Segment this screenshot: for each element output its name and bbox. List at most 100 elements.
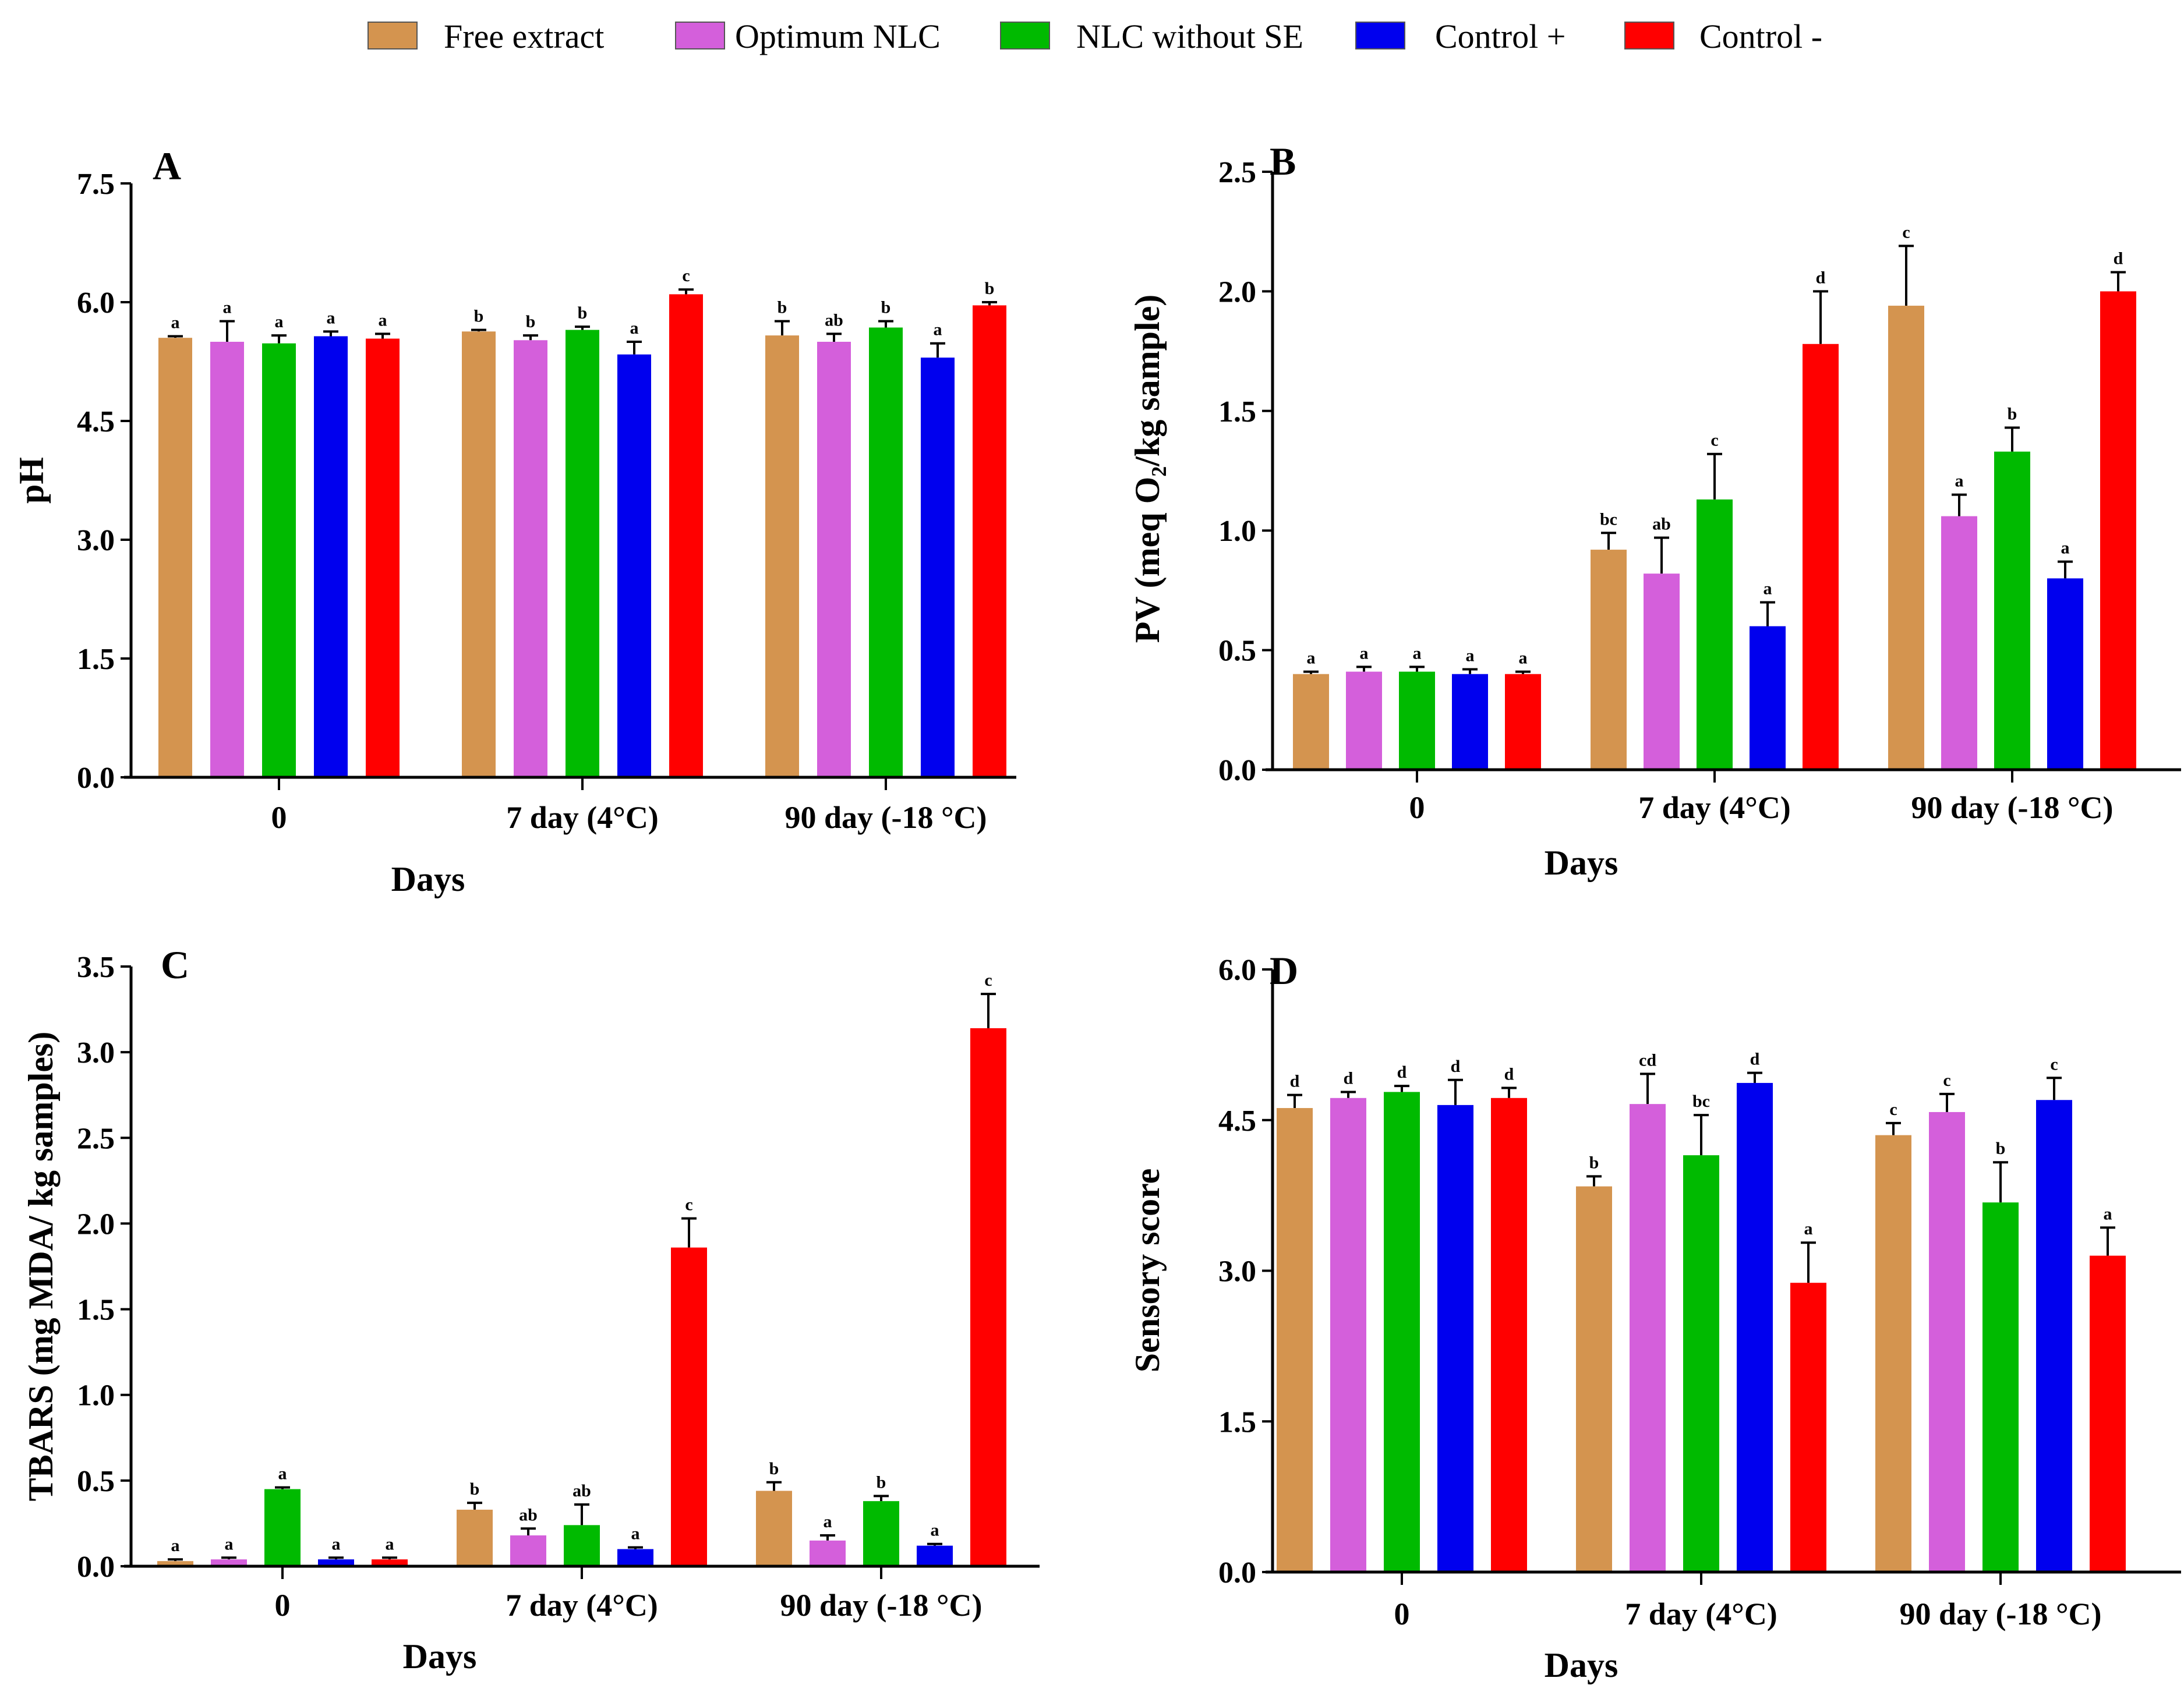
panel-a-panel-letter: A xyxy=(153,144,181,188)
panel-d-control-g1-bar xyxy=(1737,1082,1773,1572)
panel-a-free-extract-g1-bar xyxy=(462,331,496,777)
panel-a-ytick-label-4: 6.0 xyxy=(77,286,115,320)
panel-b-free-extract-g2-letter: c xyxy=(1902,222,1910,242)
panel-d-free-extract-g0-bar xyxy=(1277,1108,1313,1572)
panel-c-ytick-label-7: 3.5 xyxy=(77,951,115,984)
panel-b-x-axis-title: Days xyxy=(1545,844,1618,882)
panel-b-control-g1-letter: d xyxy=(1816,268,1826,287)
panel-c-control-g2-bar xyxy=(970,1028,1006,1566)
panel-c-control-g2-bar xyxy=(917,1545,953,1566)
panel-c-control-g0-letter: a xyxy=(332,1534,341,1553)
panel-c-free-extract-g0-bar xyxy=(157,1561,193,1566)
panel-c-ytick-label-4: 2.0 xyxy=(77,1208,115,1241)
panel-b-ytick-label-5: 2.5 xyxy=(1218,156,1256,189)
panel-c-nlc-without-se-g2-letter: b xyxy=(877,1472,886,1492)
panel-a-control-g2-letter: a xyxy=(934,320,942,339)
legend-label-control-minus: Control - xyxy=(1699,17,1822,55)
panel-c-nlc-without-se-g1-bar xyxy=(564,1525,600,1566)
panel-d-ytick-label-3: 4.5 xyxy=(1218,1105,1256,1138)
panel-a-ytick-label-2: 3.0 xyxy=(77,524,115,557)
panel-c-optimum-nlc-g2-bar xyxy=(810,1540,846,1566)
panel-d-nlc-without-se-g2-bar xyxy=(1982,1202,2019,1572)
panel-d-control-g0-bar xyxy=(1491,1098,1527,1572)
panel-a-control-g2-bar xyxy=(973,305,1006,777)
panel-c-xtick-label-1: 7 day (4°C) xyxy=(506,1588,658,1623)
panel-d-nlc-without-se-g1-letter: bc xyxy=(1692,1092,1710,1111)
panel-c-ytick-label-0: 0.0 xyxy=(77,1551,115,1584)
panel-a-optimum-nlc-g2-letter: ab xyxy=(825,310,843,330)
panel-d-xtick-label-1: 7 day (4°C) xyxy=(1625,1597,1777,1631)
panel-a-optimum-nlc-g1-letter: b xyxy=(526,312,536,331)
panel-a-nlc-without-se-g2-letter: b xyxy=(881,298,891,317)
panel-b-control-g1-bar xyxy=(1803,344,1839,770)
panel-a-free-extract-g0-letter: a xyxy=(171,313,180,332)
panel-b-control-g0-letter: a xyxy=(1519,649,1528,668)
panel-c-y-axis-title: TBARS (mg MDA/ kg samples) xyxy=(22,1032,60,1502)
panel-d-control-g0-letter: d xyxy=(1451,1057,1461,1076)
panel-d-x-axis-title: Days xyxy=(1545,1646,1618,1684)
panel-d-optimum-nlc-g0-letter: d xyxy=(1344,1068,1353,1088)
panel-a-optimum-nlc-g1-bar xyxy=(514,340,547,777)
legend-swatch-free-extract xyxy=(367,22,418,49)
panel-b-control-g2-letter: d xyxy=(2114,249,2123,268)
panel-a-xtick-label-0: 0 xyxy=(271,800,287,835)
panel-d-control-g0-letter: d xyxy=(1504,1065,1514,1084)
panel-c-control-g1-letter: a xyxy=(631,1524,640,1544)
panel-b-control-g0-bar xyxy=(1452,674,1488,770)
panel-b-control-g1-bar xyxy=(1750,626,1786,770)
panel-a-y-axis-title: pH xyxy=(12,457,51,504)
panel-d-y-axis-title: Sensory score xyxy=(1128,1169,1167,1373)
panel-b-control-g2-letter: a xyxy=(2061,539,2070,558)
panel-d-control-g2-letter: a xyxy=(2104,1204,2112,1223)
legend-item-control-plus: Control + xyxy=(1355,17,1565,55)
panel-b-control-g2-bar xyxy=(2100,291,2136,770)
panel-b-ytick-label-4: 2.0 xyxy=(1218,275,1256,309)
panel-a-control-g1-bar xyxy=(669,294,703,777)
panel-a-control-g1-letter: a xyxy=(630,318,639,338)
panel-d-free-extract-g2-bar xyxy=(1875,1135,1911,1572)
panel-b-free-extract-g1-letter: bc xyxy=(1600,509,1617,529)
panel-b-optimum-nlc-g1-letter: ab xyxy=(1652,515,1671,534)
panel-a-nlc-without-se-g0-letter: a xyxy=(275,312,284,331)
panel-a-control-g1-letter: c xyxy=(682,266,690,285)
panel-b-free-extract-g0-letter: a xyxy=(1307,649,1316,668)
panel-a-nlc-without-se-g0-bar xyxy=(262,343,296,777)
panel-c-free-extract-g2-letter: b xyxy=(769,1459,779,1478)
panel-c-ytick-label-2: 1.0 xyxy=(77,1379,115,1413)
panel-d-control-g2-bar xyxy=(2036,1100,2072,1572)
panel-c-x-axis-title: Days xyxy=(403,1637,477,1676)
panel-b-panel-letter: B xyxy=(1270,139,1296,183)
panel-b-chart: a bc c a ab a a c b a a a a d d 0.0 0.5 1.0 1.5 2.0 2.5 0 7 da… xyxy=(1128,139,2181,882)
panel-c-free-extract-g2-bar xyxy=(756,1491,792,1566)
panel-a-ytick-label-5: 7.5 xyxy=(77,168,115,201)
panel-d-free-extract-g1-letter: b xyxy=(1589,1153,1599,1172)
panel-c-optimum-nlc-g0-bar xyxy=(211,1559,247,1566)
panel-b-optimum-nlc-g2-bar xyxy=(1941,516,1977,770)
panel-c-control-g0-letter: a xyxy=(386,1534,394,1553)
panel-d-free-extract-g1-bar xyxy=(1576,1186,1612,1572)
panel-b-optimum-nlc-g0-bar xyxy=(1346,671,1382,770)
panel-a-free-extract-g1-letter: b xyxy=(474,307,484,326)
panel-c-ytick-label-5: 2.5 xyxy=(77,1122,115,1155)
panel-c-ytick-label-3: 1.5 xyxy=(77,1294,115,1327)
panel-a-ytick-label-0: 0.0 xyxy=(77,762,115,795)
panel-b-control-g2-bar xyxy=(2047,578,2083,770)
panel-d-optimum-nlc-g0-bar xyxy=(1330,1098,1366,1572)
panel-b-free-extract-g1-bar xyxy=(1591,550,1627,770)
panel-a-control-g0-letter: a xyxy=(379,310,387,330)
panel-c-control-g1-bar xyxy=(671,1247,707,1566)
panel-c-xtick-label-2: 90 day (-18 °C) xyxy=(780,1588,982,1623)
legend-svg: Free extract Optimum NLC NLC without SE … xyxy=(367,17,1822,55)
panel-c-optimum-nlc-g2-letter: a xyxy=(824,1512,832,1531)
panel-c-control-g0-bar xyxy=(318,1559,354,1566)
panel-c-free-extract-g1-letter: b xyxy=(470,1479,480,1499)
panel-c-ytick-label-6: 3.0 xyxy=(77,1036,115,1070)
panel-b-nlc-without-se-g2-letter: b xyxy=(2008,405,2017,424)
panel-d-nlc-without-se-g0-letter: d xyxy=(1397,1063,1407,1082)
panel-b-ytick-label-3: 1.5 xyxy=(1218,395,1256,429)
panel-d-control-g0-bar xyxy=(1437,1105,1473,1572)
panel-b-ytick-label-0: 0.0 xyxy=(1218,754,1256,787)
panel-a-free-extract-g0-bar xyxy=(158,338,192,777)
